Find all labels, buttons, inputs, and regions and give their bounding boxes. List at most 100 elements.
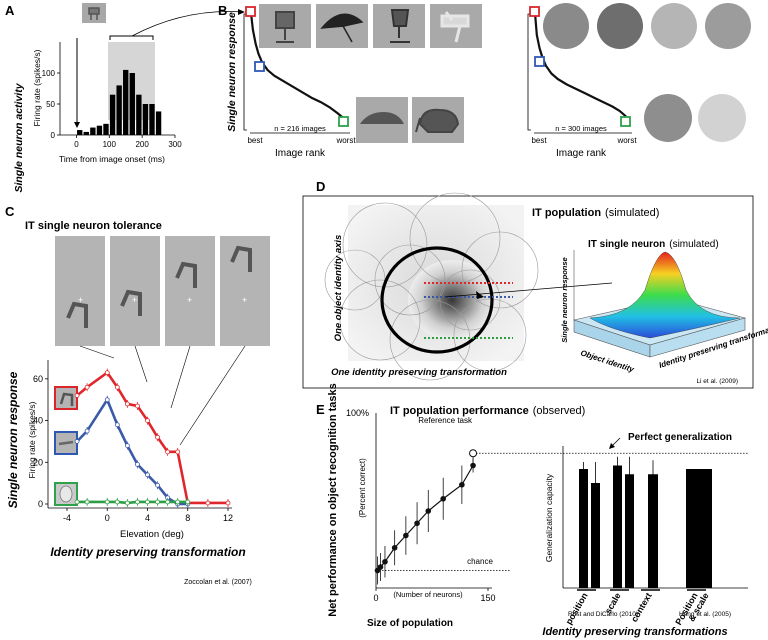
panel-b-left-worst-images	[356, 97, 464, 143]
panel-c-connectors	[79, 345, 246, 446]
histogram-bar	[136, 94, 142, 135]
panel-label-e: E	[316, 402, 325, 417]
panel-c-series	[74, 368, 231, 508]
tuning-curve-line	[77, 500, 188, 505]
panel-b-right-bracket	[527, 13, 531, 131]
panel-e-ylabel-sub: (Percent correct)	[358, 458, 367, 518]
tuning-point	[135, 403, 140, 409]
panel-b-right-worst: worst	[616, 136, 637, 145]
tuning-point	[114, 384, 120, 390]
panel-c-citation: Zoccolan et al. (2007)	[184, 579, 252, 586]
panel-a-ylabel: Firing rate (spikes/s)	[32, 49, 42, 126]
performance-point	[459, 481, 465, 488]
tuning-curve-line	[76, 370, 228, 505]
inset-title-bold: IT single neuron	[588, 239, 665, 250]
tuning-point	[145, 499, 150, 505]
reference-task-label: Reference task	[418, 416, 473, 425]
tuning-point	[114, 499, 120, 505]
panel-d-yaxis-label: One object identity axis	[333, 235, 344, 342]
histogram-bar	[116, 85, 122, 135]
panel-b-left-count: n = 216 images	[274, 124, 326, 133]
panel-b-right-curve	[533, 12, 627, 118]
tuning-point	[165, 499, 171, 505]
histogram-bar	[96, 125, 103, 135]
inset-surface-plot	[572, 250, 747, 358]
chair-icon	[88, 7, 100, 20]
tuning-point	[155, 434, 160, 440]
panel-c-outer-ylabel: Single neuron response	[6, 371, 20, 508]
x-tick-label: 4	[145, 513, 150, 523]
histogram-bar	[149, 104, 155, 135]
panel-e-title: IT population performance (observed)	[390, 405, 585, 417]
panel-e-title-rest: (observed)	[533, 405, 586, 417]
face-icon	[59, 485, 73, 503]
marker-worst-green	[338, 116, 349, 127]
tuning-point	[74, 393, 80, 398]
performance-point	[382, 558, 388, 565]
marker-best-red-2	[529, 6, 540, 17]
object-icon-1	[66, 301, 88, 328]
tuning-point	[175, 449, 181, 455]
generalization-bar	[625, 474, 634, 588]
x-tick-label: 8	[185, 513, 190, 523]
tuning-point	[185, 499, 191, 505]
swivel-chair-icon	[390, 9, 410, 43]
onset-arrow-head	[74, 122, 80, 128]
performance-point	[414, 520, 420, 527]
fixation-cross-4: +	[242, 295, 247, 305]
tuning-point	[114, 422, 120, 428]
inset-z-label: Single neuron response	[560, 257, 569, 342]
inset-title: IT single neuron (simulated)	[588, 239, 719, 250]
tuning-point	[84, 384, 90, 390]
histogram-bar	[90, 127, 96, 135]
x-tick-label: 0	[74, 140, 79, 149]
tuning-point	[104, 397, 110, 403]
tuning-point	[155, 499, 160, 505]
tuning-point	[145, 418, 150, 423]
tuning-point	[225, 500, 231, 506]
stimulus-frame-2	[110, 236, 160, 346]
panel-d-title: IT population (simulated)	[532, 207, 659, 219]
panel-a-to-b-arrow-head	[238, 9, 245, 15]
panel-b-left-bracket	[243, 13, 247, 131]
panel-e-title-bold: IT population performance	[390, 405, 529, 417]
panel-a-bracket	[109, 35, 154, 40]
panel-label-b: B	[218, 3, 227, 18]
generalization-bar	[591, 483, 600, 588]
panel-b-left-xlabel: Image rank	[275, 148, 326, 159]
x-tick-label: 100	[103, 140, 117, 149]
panel-label-d: D	[316, 179, 325, 194]
stimulus-frame-4	[220, 236, 270, 346]
inset-title-rest: (simulated)	[669, 239, 718, 250]
x-tick-label: 0	[373, 593, 378, 603]
panel-e-xlabel-sub: (Number of neurons)	[393, 590, 463, 599]
panel-b-right-best: best	[531, 136, 547, 145]
texture-photo-1	[543, 3, 589, 49]
panel-b-left-worst: worst	[335, 136, 356, 145]
panel-a-xlabel: Time from image onset (ms)	[59, 154, 165, 164]
x-tick-label: 12	[223, 513, 233, 523]
panel-d-citation: Li et al. (2009)	[696, 378, 738, 385]
object-icon-4	[230, 245, 252, 272]
panel-e-bottom-title: Identity preserving transformations	[542, 626, 727, 638]
tuning-point	[124, 443, 130, 449]
tuning-point	[84, 499, 90, 505]
histogram-bar	[129, 73, 135, 135]
performance-point	[425, 508, 432, 514]
panel-c-axes: 0 20 40 60 -4 0 4 8 12	[33, 360, 233, 523]
panel-label-c: C	[5, 204, 15, 219]
panel-c-title: IT single neuron tolerance	[25, 220, 162, 232]
y-tick-label: 60	[33, 374, 43, 384]
panel-e-axes: 0 150	[373, 413, 748, 603]
marker-mid-blue	[254, 61, 265, 72]
fixation-cross-3: +	[187, 295, 192, 305]
histogram-bar	[109, 94, 116, 135]
tuning-point	[104, 499, 110, 505]
marker-mid-blue-2	[534, 56, 545, 67]
panel-e-bars: position scale context Position& scale	[562, 446, 748, 627]
tuning-point	[155, 482, 160, 488]
perfect-arrow	[611, 437, 621, 447]
tuning-point	[84, 428, 90, 434]
panel-c-legend-icons	[54, 386, 78, 506]
